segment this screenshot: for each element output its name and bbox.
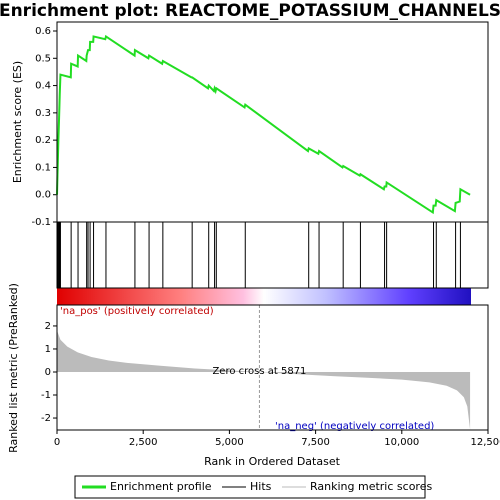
y-tick-label: -2 [41,413,51,424]
y-tick-label: 0.3 [35,108,51,119]
y-axis-label: Ranked list metric (PreRanked) [7,283,20,453]
y-tick-label: 0.1 [35,162,51,173]
x-axis-label: Rank in Ordered Dataset [204,455,341,468]
rank-color-bar [57,288,471,305]
y-tick-label: 2 [45,321,51,332]
y-tick-label: 0.6 [35,26,51,37]
legend [74,475,426,499]
x-tick-label: 7,500 [301,437,330,448]
enrichment-line [56,34,471,215]
y-tick-label: 0 [45,367,51,378]
annotation: Zero cross at 5871 [212,366,306,377]
chart-title: Enrichment plot: REACTOME_POTASSIUM_CHAN… [0,1,500,21]
ranking-area [57,330,471,430]
legend-label: Ranking metric scores [310,480,432,493]
panel-frame [56,21,489,223]
y-tick-label: 0.2 [35,135,51,146]
annotation: 'na_pos' (positively correlated) [60,306,214,317]
legend-label: Enrichment profile [110,480,212,493]
panel-frame [56,221,489,289]
annotation: 'na_neg' (negatively correlated) [275,421,434,432]
y-axis-label: Enrichment score (ES) [11,61,24,183]
x-tick-label: 0 [54,437,60,448]
y-tick-label: -1 [41,390,51,401]
legend-label: Hits [250,480,272,493]
panel-frame [56,304,489,431]
y-tick-label: -0.1 [31,217,51,228]
x-tick-label: 2,500 [129,437,158,448]
x-tick-label: 5,000 [215,437,244,448]
y-tick-label: 1 [45,344,51,355]
y-tick-label: 0.0 [35,190,51,201]
x-tick-label: 10,000 [384,437,419,448]
y-tick-label: 0.4 [35,81,51,92]
x-tick-label: 12,500 [471,437,500,448]
y-tick-label: 0.5 [35,53,51,64]
